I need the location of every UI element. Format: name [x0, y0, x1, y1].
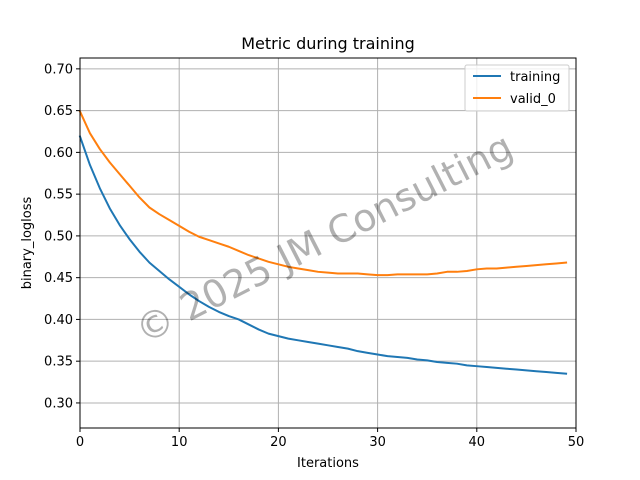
x-tick-label: 30: [369, 435, 386, 450]
y-tick-label: 0.30: [44, 396, 73, 411]
x-axis-ticks: 0 10 20 30 40 50: [76, 428, 584, 450]
legend-label-training: training: [510, 70, 560, 85]
y-tick-label: 0.60: [44, 146, 73, 161]
x-tick-label: 10: [171, 435, 188, 450]
x-tick-label: 20: [270, 435, 287, 450]
x-tick-label: 50: [568, 435, 585, 450]
series-line-valid-0: [78, 110, 568, 277]
x-tick-label: 0: [76, 435, 84, 450]
y-tick-label: 0.65: [44, 104, 73, 119]
plot-background: [80, 58, 576, 428]
y-tick-label: 0.50: [44, 229, 73, 244]
x-axis-label: Iterations: [297, 456, 359, 471]
series-layer: [78, 110, 568, 375]
y-axis-ticks: 0.30 0.35 0.40 0.45 0.50 0.55 0.60 0.65 0.70: [44, 62, 80, 411]
y-tick-label: 0.55: [44, 188, 73, 203]
y-axis-label: binary_logloss: [20, 197, 35, 290]
y-tick-label: 0.40: [44, 313, 73, 328]
legend-label-valid: valid_0: [510, 92, 556, 107]
y-tick-label: 0.45: [44, 271, 73, 286]
y-tick-label: 0.70: [44, 62, 73, 77]
chart-title: Metric during training: [241, 34, 415, 53]
series-line-training: [78, 135, 568, 375]
legend: training valid_0: [464, 64, 570, 112]
y-tick-label: 0.35: [44, 355, 73, 370]
x-tick-label: 40: [469, 435, 486, 450]
plot-frame: [79, 57, 577, 429]
